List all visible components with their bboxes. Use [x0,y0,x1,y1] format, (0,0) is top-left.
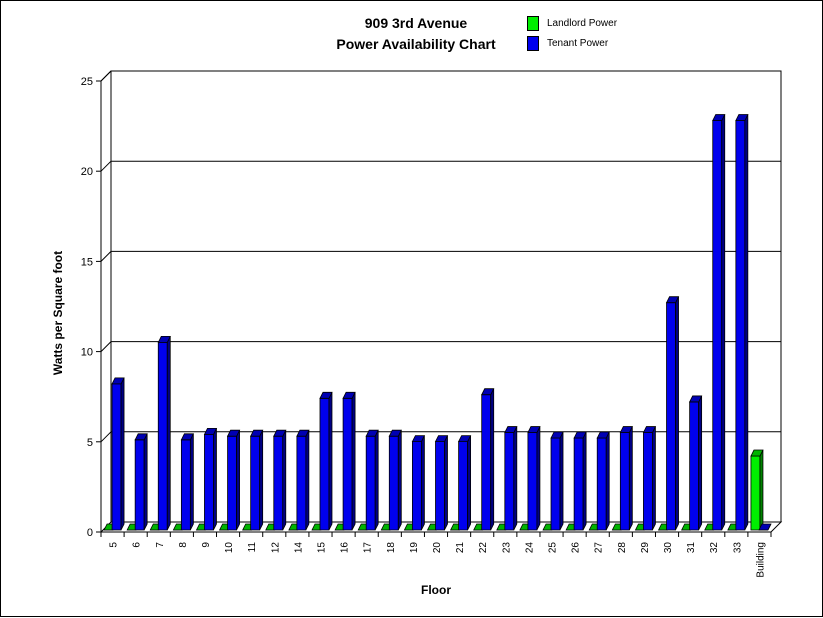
x-tick-label: 9 [201,542,212,548]
x-tick-label: 12 [270,542,281,554]
bar-tenant-power [665,296,680,531]
x-tick-label: 23 [501,542,512,554]
x-tick-label: 17 [363,542,374,554]
legend-label-landlord: Landlord Power [547,17,618,29]
bar-tenant-power [157,335,171,531]
bar-tenant-power [596,431,610,531]
y-tick-label: 10 [81,347,93,359]
x-tick-label: 8 [178,542,189,548]
bar-tenant-power [688,395,703,531]
x-tick-label: Building [755,542,766,578]
y-tick-label: 0 [87,527,93,539]
x-tick-label: 27 [594,542,605,554]
x-tick-label: 22 [478,542,489,554]
x-tick-label: 31 [686,542,697,554]
x-tick-label: 5 [109,542,120,548]
bar-tenant-power [481,388,495,531]
bar-tenant-power [365,429,379,531]
bar-tenant-power [712,114,726,531]
chart-legend: Landlord Power Tenant Power [527,13,617,53]
bar-tenant-power [619,426,633,531]
bar-tenant-power [203,427,218,531]
x-tick-label: 21 [455,542,466,554]
y-tick-label: 5 [87,437,93,449]
x-tick-label: 10 [224,542,235,554]
x-tick-label: 24 [524,542,535,554]
bar-tenant-power [550,431,564,531]
gridline-wall-edge [100,431,112,443]
legend-swatch-landlord [527,15,539,31]
x-tick-label: 14 [293,542,304,554]
x-tick-label: 16 [340,542,351,554]
x-tick-label: 33 [732,542,743,554]
legend-item-tenant: Tenant Power [527,33,617,53]
y-tick-label: 25 [81,76,93,88]
bar-tenant-power [273,429,287,531]
bar-tenant-power [134,433,148,531]
gridline-wall-edge [100,160,112,172]
x-tick-label: 20 [432,542,443,554]
chart-title-line-1: 909 3rd Avenue [364,15,468,31]
gridline-wall-edge [100,341,112,352]
x-tick-label: 25 [548,542,559,554]
gridline-wall-edge [100,251,112,262]
bar-tenant-power [388,429,402,531]
x-tick-label: 6 [132,542,143,548]
bar-tenant-power [527,426,541,531]
x-tick-label: 11 [247,542,258,553]
bar-tenant-power [342,391,356,531]
x-tick-label: 28 [617,542,628,554]
bar-tenant-power [296,429,310,531]
y-tick-label: 15 [81,256,93,268]
legend-label-tenant: Tenant Power [547,37,609,49]
x-tick-label: 26 [571,542,582,554]
bar-landlord-power [750,449,764,531]
x-tick-label: 15 [316,542,327,554]
x-tick-label: 32 [709,542,720,554]
bar-tenant-power [642,426,657,531]
x-axis-label: Floor [421,583,451,597]
chart-title-line-2: Power Availability Chart [336,36,496,52]
x-tick-label: 30 [663,542,674,554]
y-axis-label: Watts per Square foot [51,250,65,376]
x-tick-label: 19 [409,542,420,554]
x-tick-label: 29 [640,542,651,554]
bar-tenant-power [411,435,426,531]
bar-tenant-power [573,431,587,531]
bar-tenant-power [319,391,333,531]
bar-tenant-power [180,433,195,531]
gridline-wall-edge [100,70,112,82]
x-tick-label: 7 [155,542,166,548]
bar-tenant-power [434,435,449,531]
y-tick-label: 20 [81,166,93,178]
legend-swatch-tenant [527,35,539,51]
legend-item-landlord: Landlord Power [527,13,617,33]
bar-tenant-power [758,523,772,531]
bar-tenant-power [226,429,241,531]
bar-tenant-power [457,435,472,531]
bar-tenant-power [735,114,749,531]
x-tick-label: 18 [386,542,397,554]
bar-tenant-power [504,426,518,531]
bar-tenant-power [250,429,264,531]
bar-tenant-power [111,377,125,531]
chart-title: 909 3rd Avenue Power Availability Chart [291,13,541,55]
